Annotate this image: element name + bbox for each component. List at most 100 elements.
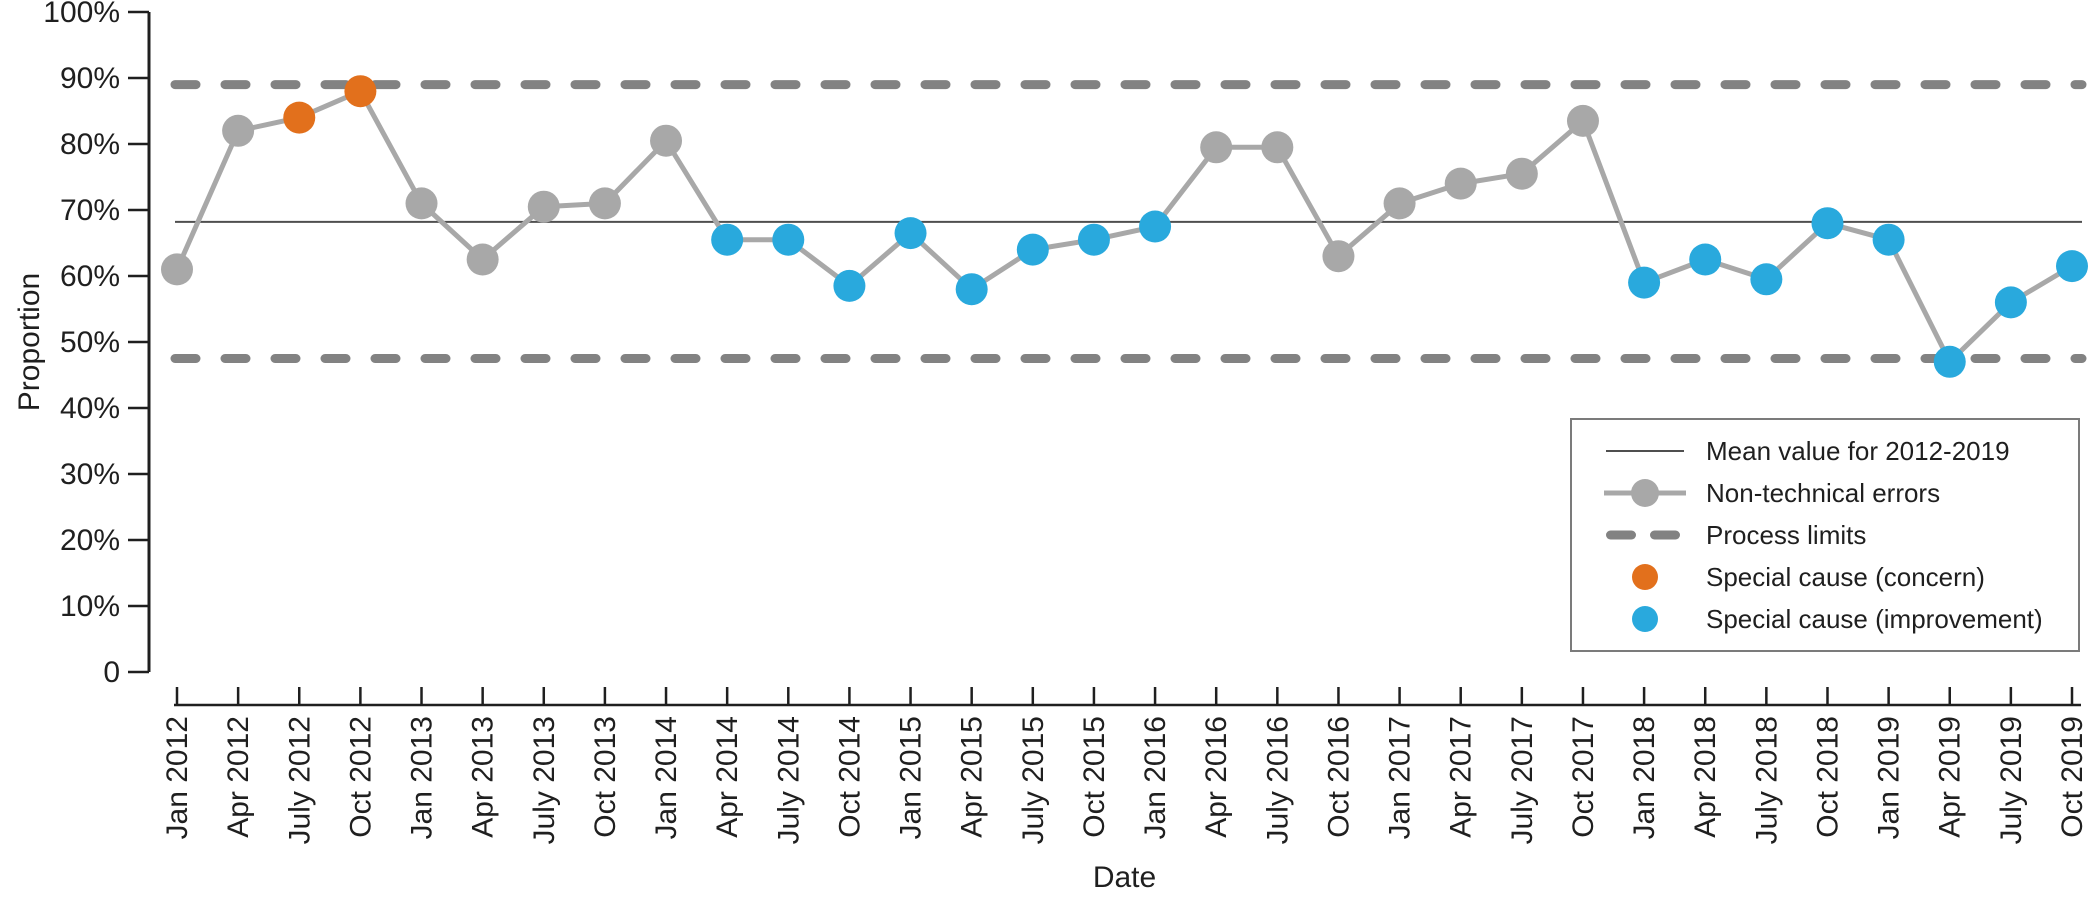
data-point-concern	[344, 75, 377, 108]
x-tick-label: Oct 2017	[1567, 716, 1600, 838]
legend-label-mean: Mean value for 2012-2019	[1706, 435, 2010, 466]
x-tick-label: Jan 2013	[406, 716, 439, 839]
data-point-improvement	[1872, 223, 1905, 256]
x-tick-label: July 2017	[1506, 716, 1539, 844]
legend-item-mean: Mean value for 2012-2019	[1602, 430, 2078, 472]
x-tick-label: Apr 2015	[956, 716, 989, 838]
x-tick-label: July 2018	[1750, 716, 1783, 844]
x-axis-title: Date	[1092, 861, 1157, 894]
mean-line-swatch	[1606, 450, 1684, 452]
x-tick-label: July 2019	[1995, 716, 2028, 844]
data-point-normal	[466, 243, 499, 276]
data-point-normal	[1566, 104, 1599, 137]
data-point-improvement	[1811, 207, 1844, 240]
x-tick-label: July 2015	[1017, 716, 1050, 844]
data-point-normal	[650, 124, 683, 157]
x-tick-label: Oct 2014	[833, 716, 866, 838]
data-point-normal	[161, 253, 193, 286]
data-point-improvement	[1750, 263, 1783, 296]
x-tick-label: Apr 2017	[1445, 716, 1478, 838]
data-point-concern	[283, 101, 316, 134]
x-tick-label: Oct 2013	[589, 716, 622, 838]
x-tick-label: July 2012	[283, 716, 316, 844]
data-point-normal	[1261, 131, 1294, 164]
legend-label-process-limits: Process limits	[1706, 519, 1867, 550]
x-tick-label: Jan 2012	[161, 716, 194, 839]
y-tick-label: 60%	[60, 260, 120, 293]
x-tick-label: Jan 2017	[1384, 716, 1417, 839]
x-tick-label: Apr 2018	[1689, 716, 1722, 838]
data-point-normal	[527, 190, 560, 223]
legend-label-improvement: Special cause (improvement)	[1706, 603, 2043, 634]
y-tick-label: 30%	[60, 458, 120, 491]
concern-swatch-dot	[1632, 564, 1658, 590]
process-limits-swatch-dash	[1606, 530, 1636, 540]
data-point-improvement	[833, 269, 866, 302]
data-point-improvement	[1016, 233, 1049, 266]
x-tick-label: July 2013	[528, 716, 561, 844]
improvement-swatch	[1632, 606, 1658, 632]
x-tick-label: Jan 2018	[1628, 716, 1661, 839]
legend-label-concern: Special cause (concern)	[1706, 561, 1985, 592]
data-point-normal	[1200, 131, 1233, 164]
legend-item-series: Non-technical errors	[1602, 472, 2078, 514]
data-point-normal	[405, 187, 438, 220]
y-tick-label: 0	[103, 656, 120, 689]
data-point-normal	[1322, 240, 1355, 273]
y-axis-title: Proportion	[13, 272, 46, 412]
x-tick-label: Jan 2019	[1873, 716, 1906, 839]
y-tick-label: 90%	[60, 62, 120, 95]
y-tick-label: 70%	[60, 194, 120, 227]
x-tick-label: Oct 2012	[344, 716, 377, 838]
y-tick-label: 50%	[60, 326, 120, 359]
data-point-improvement	[1689, 243, 1722, 276]
y-tick-label: 20%	[60, 524, 120, 557]
series-swatch	[1604, 479, 1686, 507]
improvement-swatch-dot	[1632, 606, 1658, 632]
x-tick-label: Apr 2012	[222, 716, 255, 838]
x-tick-label: Oct 2018	[1811, 716, 1844, 838]
data-point-improvement	[1139, 210, 1172, 243]
y-tick-label: 80%	[60, 128, 120, 161]
data-point-improvement	[1933, 345, 1966, 378]
data-point-improvement	[711, 223, 744, 256]
data-point-improvement	[2056, 250, 2088, 283]
legend-item-improvement: Special cause (improvement)	[1602, 598, 2078, 640]
x-tick-label: Apr 2016	[1200, 716, 1233, 838]
concern-swatch	[1632, 564, 1658, 590]
data-point-normal	[1383, 187, 1416, 220]
data-point-normal	[222, 114, 255, 147]
process-limits-swatch	[1606, 530, 1680, 540]
legend: Mean value for 2012-2019 Non-technical e…	[1570, 418, 2080, 652]
legend-item-concern: Special cause (concern)	[1602, 556, 2078, 598]
y-tick-label: 100%	[43, 0, 120, 29]
x-tick-label: Jan 2014	[650, 716, 683, 839]
data-point-improvement	[955, 273, 988, 306]
legend-item-process-limits: Process limits	[1602, 514, 2078, 556]
data-point-improvement	[772, 223, 805, 256]
x-tick-label: July 2014	[772, 716, 805, 844]
legend-label-series: Non-technical errors	[1706, 477, 1941, 508]
x-tick-label: Apr 2019	[1934, 716, 1967, 838]
data-point-improvement	[1077, 223, 1110, 256]
x-tick-label: Jan 2016	[1139, 716, 1172, 839]
data-point-improvement	[1994, 286, 2027, 319]
y-tick-label: 10%	[60, 590, 120, 623]
data-point-normal	[1444, 167, 1477, 200]
x-tick-label: Apr 2014	[711, 716, 744, 838]
data-point-normal	[1505, 157, 1538, 190]
x-tick-label: Oct 2019	[2056, 716, 2089, 838]
y-tick-label: 40%	[60, 392, 120, 425]
data-point-improvement	[1628, 266, 1661, 299]
x-tick-label: Apr 2013	[467, 716, 500, 838]
x-tick-label: Jan 2015	[895, 716, 928, 839]
x-tick-label: July 2016	[1261, 716, 1294, 844]
x-tick-label: Oct 2016	[1322, 716, 1355, 838]
process-limits-swatch-dash	[1650, 530, 1680, 540]
series-swatch-dot	[1631, 479, 1659, 507]
x-tick-label: Oct 2015	[1078, 716, 1111, 838]
data-point-improvement	[894, 217, 927, 250]
series-line	[174, 88, 2074, 365]
